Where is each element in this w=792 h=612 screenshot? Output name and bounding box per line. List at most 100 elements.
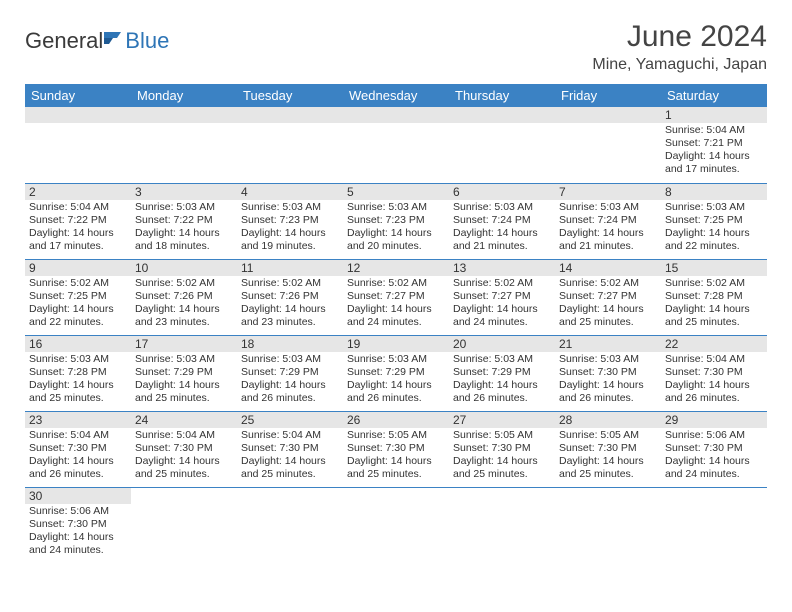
sunset-text: Sunset: 7:29 PM: [347, 366, 445, 379]
sunrise-text: Sunrise: 5:04 AM: [241, 429, 339, 442]
sunrise-text: Sunrise: 5:04 AM: [135, 429, 233, 442]
weekday-header: Saturday: [661, 84, 767, 107]
sunset-text: Sunset: 7:29 PM: [241, 366, 339, 379]
sunrise-text: Sunrise: 5:02 AM: [453, 277, 551, 290]
daylight-text-2: and 25 minutes.: [559, 316, 657, 329]
calendar-cell: 23Sunrise: 5:04 AMSunset: 7:30 PMDayligh…: [25, 411, 131, 487]
daylight-text: Daylight: 14 hours: [241, 379, 339, 392]
calendar-cell: 22Sunrise: 5:04 AMSunset: 7:30 PMDayligh…: [661, 335, 767, 411]
day-content: Sunrise: 5:03 AMSunset: 7:29 PMDaylight:…: [343, 352, 449, 409]
daylight-text-2: and 22 minutes.: [29, 316, 127, 329]
day-number: 4: [237, 184, 343, 200]
calendar-cell: 2Sunrise: 5:04 AMSunset: 7:22 PMDaylight…: [25, 183, 131, 259]
day-content: Sunrise: 5:05 AMSunset: 7:30 PMDaylight:…: [555, 428, 661, 485]
sunset-text: Sunset: 7:28 PM: [29, 366, 127, 379]
day-content: Sunrise: 5:02 AMSunset: 7:25 PMDaylight:…: [25, 276, 131, 333]
calendar-cell: 5Sunrise: 5:03 AMSunset: 7:23 PMDaylight…: [343, 183, 449, 259]
sunrise-text: Sunrise: 5:03 AM: [135, 353, 233, 366]
daylight-text: Daylight: 14 hours: [29, 455, 127, 468]
daylight-text: Daylight: 14 hours: [665, 150, 763, 163]
daylight-text-2: and 21 minutes.: [453, 240, 551, 253]
calendar-cell: 17Sunrise: 5:03 AMSunset: 7:29 PMDayligh…: [131, 335, 237, 411]
daylight-text: Daylight: 14 hours: [135, 455, 233, 468]
day-number: 26: [343, 412, 449, 428]
sunrise-text: Sunrise: 5:03 AM: [347, 201, 445, 214]
sunset-text: Sunset: 7:25 PM: [29, 290, 127, 303]
day-content: Sunrise: 5:03 AMSunset: 7:24 PMDaylight:…: [555, 200, 661, 257]
sunrise-text: Sunrise: 5:03 AM: [347, 353, 445, 366]
day-number: 13: [449, 260, 555, 276]
daylight-text: Daylight: 14 hours: [347, 227, 445, 240]
day-content: Sunrise: 5:03 AMSunset: 7:29 PMDaylight:…: [237, 352, 343, 409]
daylight-text-2: and 24 minutes.: [347, 316, 445, 329]
calendar-cell: 11Sunrise: 5:02 AMSunset: 7:26 PMDayligh…: [237, 259, 343, 335]
sunrise-text: Sunrise: 5:04 AM: [29, 201, 127, 214]
sunrise-text: Sunrise: 5:03 AM: [665, 201, 763, 214]
daylight-text: Daylight: 14 hours: [559, 303, 657, 316]
sunset-text: Sunset: 7:30 PM: [665, 366, 763, 379]
sunrise-text: Sunrise: 5:05 AM: [347, 429, 445, 442]
sunset-text: Sunset: 7:30 PM: [29, 518, 127, 531]
location: Mine, Yamaguchi, Japan: [592, 56, 767, 74]
calendar-cell: 30Sunrise: 5:06 AMSunset: 7:30 PMDayligh…: [25, 487, 131, 563]
sunrise-text: Sunrise: 5:03 AM: [241, 201, 339, 214]
daylight-text: Daylight: 14 hours: [665, 455, 763, 468]
sunset-text: Sunset: 7:24 PM: [453, 214, 551, 227]
calendar-cell: [343, 487, 449, 563]
day-content: Sunrise: 5:06 AMSunset: 7:30 PMDaylight:…: [25, 504, 131, 561]
weekday-header: Sunday: [25, 84, 131, 107]
daylight-text: Daylight: 14 hours: [453, 455, 551, 468]
day-number: 21: [555, 336, 661, 352]
calendar-cell: 8Sunrise: 5:03 AMSunset: 7:25 PMDaylight…: [661, 183, 767, 259]
weekday-header: Wednesday: [343, 84, 449, 107]
daylight-text: Daylight: 14 hours: [135, 303, 233, 316]
daylight-text: Daylight: 14 hours: [135, 379, 233, 392]
daylight-text: Daylight: 14 hours: [453, 303, 551, 316]
calendar-cell: [449, 107, 555, 183]
calendar-cell: [131, 487, 237, 563]
day-number: 22: [661, 336, 767, 352]
day-content: Sunrise: 5:03 AMSunset: 7:28 PMDaylight:…: [25, 352, 131, 409]
calendar-cell: [237, 487, 343, 563]
daylight-text-2: and 25 minutes.: [241, 468, 339, 481]
day-number: 19: [343, 336, 449, 352]
day-number: 8: [661, 184, 767, 200]
day-content: Sunrise: 5:03 AMSunset: 7:25 PMDaylight:…: [661, 200, 767, 257]
daylight-text-2: and 23 minutes.: [241, 316, 339, 329]
calendar-cell: 14Sunrise: 5:02 AMSunset: 7:27 PMDayligh…: [555, 259, 661, 335]
day-number: 9: [25, 260, 131, 276]
calendar-cell: [237, 107, 343, 183]
day-number: 1: [661, 107, 767, 123]
day-number: 24: [131, 412, 237, 428]
sunset-text: Sunset: 7:30 PM: [453, 442, 551, 455]
weekday-header-row: SundayMondayTuesdayWednesdayThursdayFrid…: [25, 84, 767, 107]
logo-text-general: General: [25, 28, 103, 54]
day-content: Sunrise: 5:04 AMSunset: 7:30 PMDaylight:…: [237, 428, 343, 485]
daylight-text-2: and 18 minutes.: [135, 240, 233, 253]
calendar-cell: 1Sunrise: 5:04 AMSunset: 7:21 PMDaylight…: [661, 107, 767, 183]
header: General Blue June 2024 Mine, Yamaguchi, …: [25, 20, 767, 74]
calendar-cell: 16Sunrise: 5:03 AMSunset: 7:28 PMDayligh…: [25, 335, 131, 411]
day-content: Sunrise: 5:06 AMSunset: 7:30 PMDaylight:…: [661, 428, 767, 485]
calendar-cell: 18Sunrise: 5:03 AMSunset: 7:29 PMDayligh…: [237, 335, 343, 411]
sunrise-text: Sunrise: 5:02 AM: [665, 277, 763, 290]
day-number: 14: [555, 260, 661, 276]
sunrise-text: Sunrise: 5:02 AM: [347, 277, 445, 290]
daylight-text-2: and 25 minutes.: [559, 468, 657, 481]
daylight-text-2: and 26 minutes.: [559, 392, 657, 405]
weekday-header: Thursday: [449, 84, 555, 107]
day-content: Sunrise: 5:02 AMSunset: 7:27 PMDaylight:…: [555, 276, 661, 333]
sunset-text: Sunset: 7:28 PM: [665, 290, 763, 303]
sunset-text: Sunset: 7:30 PM: [559, 366, 657, 379]
daylight-text: Daylight: 14 hours: [347, 455, 445, 468]
calendar-cell: 28Sunrise: 5:05 AMSunset: 7:30 PMDayligh…: [555, 411, 661, 487]
sunset-text: Sunset: 7:26 PM: [135, 290, 233, 303]
calendar-cell: 13Sunrise: 5:02 AMSunset: 7:27 PMDayligh…: [449, 259, 555, 335]
daylight-text-2: and 26 minutes.: [241, 392, 339, 405]
daylight-text: Daylight: 14 hours: [665, 379, 763, 392]
page-title: June 2024: [592, 20, 767, 54]
daylight-text: Daylight: 14 hours: [559, 455, 657, 468]
calendar-week-row: 23Sunrise: 5:04 AMSunset: 7:30 PMDayligh…: [25, 411, 767, 487]
sunrise-text: Sunrise: 5:04 AM: [665, 124, 763, 137]
calendar-cell: 4Sunrise: 5:03 AMSunset: 7:23 PMDaylight…: [237, 183, 343, 259]
